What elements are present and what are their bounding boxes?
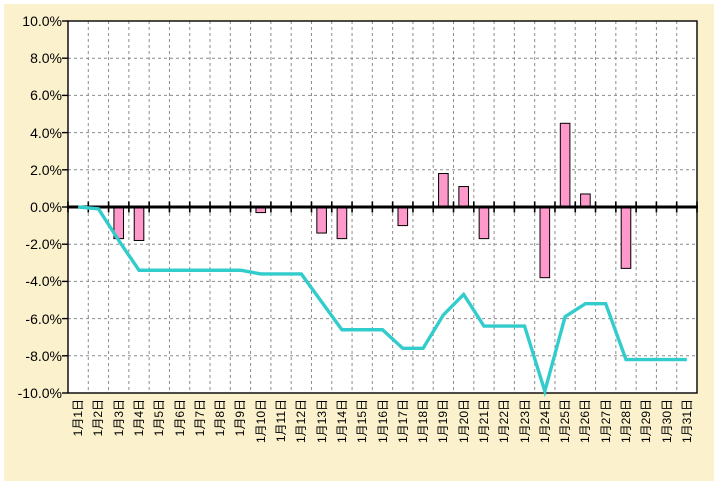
bar (539, 206, 551, 279)
bar (580, 193, 591, 208)
y-tick-label: 4.0% (30, 124, 62, 141)
bar (397, 206, 409, 227)
y-tick-label: 10.0% (22, 13, 62, 29)
y-tick-label: -6.0% (25, 310, 62, 327)
y-tick-label: 8.0% (30, 50, 62, 67)
bar (336, 206, 348, 240)
plot-border (67, 20, 698, 394)
y-tick-label: 6.0% (30, 87, 62, 104)
y-tick-label: -2.0% (25, 236, 62, 253)
bar (316, 206, 327, 234)
bar (559, 122, 571, 208)
bar (478, 206, 490, 240)
cumulative-line (77, 205, 687, 398)
bar (458, 186, 469, 208)
y-tick-label: -8.0% (25, 347, 62, 364)
y-tick-label: 2.0% (30, 161, 62, 178)
bar (133, 206, 145, 241)
bar (620, 206, 632, 269)
y-tick-label: 0.0% (30, 199, 62, 215)
bar (438, 173, 449, 208)
y-tick-label: -4.0% (25, 273, 62, 290)
y-tick-label: -10.0% (17, 385, 62, 401)
